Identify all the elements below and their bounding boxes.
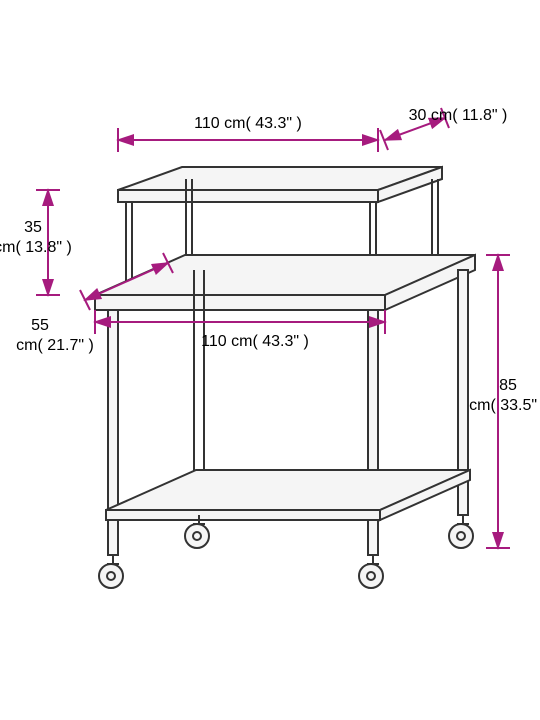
lower-shelf xyxy=(106,470,470,520)
dim-top-depth-label: 30 cm( 11.8" ) xyxy=(409,107,508,124)
dim-main-depth-l1: 55 xyxy=(31,317,49,334)
main-worktop xyxy=(95,255,475,310)
dim-main-width-label: 110 cm( 43.3" ) xyxy=(201,333,309,350)
dim-top-depth: 30 cm( 11.8" ) xyxy=(380,107,507,150)
dim-main-height-l1: 85 xyxy=(499,377,517,394)
dim-main-height: 85 cm( 33.5" ) xyxy=(469,255,540,548)
dim-main-height-l2: cm( 33.5" ) xyxy=(469,397,540,414)
technical-diagram: 110 cm( 43.3" ) 30 cm( 11.8" ) 35 cm( 13… xyxy=(0,0,540,720)
dim-top-width: 110 cm( 43.3" ) xyxy=(118,115,378,152)
dim-main-width: 110 cm( 43.3" ) xyxy=(95,310,385,350)
dim-shelf-height-l2: cm( 13.8" ) xyxy=(0,239,72,256)
dim-shelf-height-l1: 35 xyxy=(24,219,42,236)
dim-top-width-label: 110 cm( 43.3" ) xyxy=(194,115,302,132)
dim-main-depth-l2: cm( 21.7" ) xyxy=(16,337,94,354)
dim-shelf-height: 35 cm( 13.8" ) xyxy=(0,190,72,295)
casters xyxy=(99,515,473,588)
